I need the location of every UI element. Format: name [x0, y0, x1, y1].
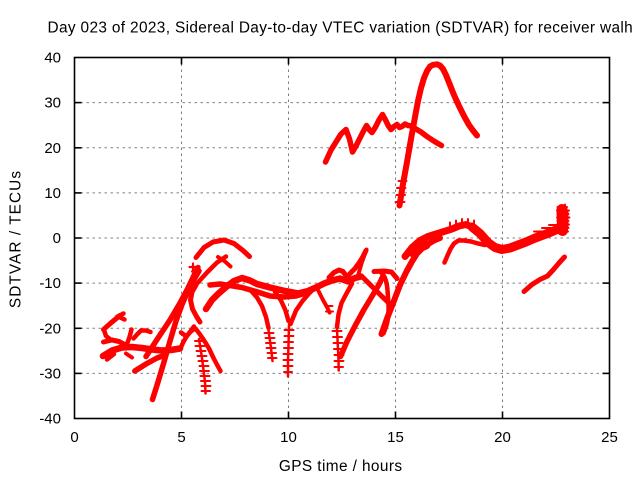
svg-text:5: 5 — [177, 429, 185, 446]
svg-text:0: 0 — [53, 230, 61, 247]
svg-text:15: 15 — [387, 429, 404, 446]
svg-text:SDTVAR / TECUs: SDTVAR / TECUs — [8, 170, 25, 308]
svg-text:-40: -40 — [39, 411, 61, 428]
svg-text:10: 10 — [280, 429, 297, 446]
svg-text:0: 0 — [70, 429, 78, 446]
svg-text:20: 20 — [44, 140, 61, 157]
svg-text:-30: -30 — [39, 365, 61, 382]
svg-text:30: 30 — [44, 95, 61, 112]
svg-text:10: 10 — [44, 185, 61, 202]
svg-text:25: 25 — [601, 429, 618, 446]
svg-text:GPS time / hours: GPS time / hours — [279, 458, 403, 475]
svg-text:-10: -10 — [39, 275, 61, 292]
svg-text:20: 20 — [494, 429, 511, 446]
svg-text:Day 023 of 2023, Sidereal Day-: Day 023 of 2023, Sidereal Day-to-day VTE… — [48, 20, 634, 37]
svg-text:-20: -20 — [39, 320, 61, 337]
svg-text:40: 40 — [44, 50, 61, 67]
